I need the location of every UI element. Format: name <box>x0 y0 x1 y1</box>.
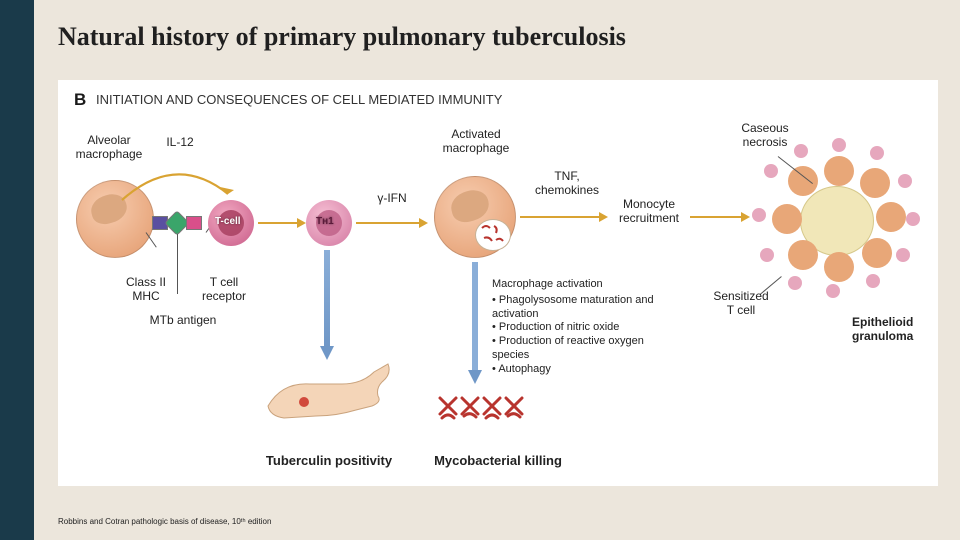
arrow-th1-actmac <box>356 222 420 224</box>
figure-panel-b: B INITIATION AND CONSEQUENCES OF CELL ME… <box>58 80 938 486</box>
label-epithelioid-granuloma: Epithelioid granuloma <box>852 316 938 344</box>
bullet-head: Macrophage activation <box>492 278 682 292</box>
side-accent-bar <box>0 0 34 540</box>
bullet-1: • Production of nitric oxide <box>492 321 682 335</box>
label-sensitized-tcell: Sensitized T cell <box>706 290 776 318</box>
arrow-th1-tuberculin <box>320 250 334 360</box>
arrow-actmac-monocyte <box>520 216 600 218</box>
mycobacterial-killing-icon <box>436 388 532 434</box>
label-activated-macrophage: Activated macrophage <box>430 128 522 156</box>
label-monocyte-recruitment: Monocyte recruitment <box>610 198 688 226</box>
macrophage-activation-list: Macrophage activation • Phagolysosome ma… <box>492 278 682 376</box>
label-gamma-ifn: γ-IFN <box>370 192 414 206</box>
arrow-actmac-killing <box>468 262 482 384</box>
bullet-0: • Phagolysosome maturation and activatio… <box>492 294 682 322</box>
th1-inner-label: Tʜ1 <box>316 216 334 227</box>
citation-text: Robbins and Cotran pathologic basis of d… <box>58 517 271 526</box>
panel-letter: B <box>74 90 86 110</box>
tuberculin-arm-icon <box>264 362 394 440</box>
label-tcell-receptor: T cell receptor <box>194 276 254 304</box>
arrow-monocyte-granuloma <box>690 216 742 218</box>
label-tnf-chemokines: TNF, chemokines <box>528 170 606 198</box>
bullet-2: • Production of reactive oxygen species <box>492 335 682 363</box>
label-alveolar-macrophage: Alveolar macrophage <box>64 134 154 162</box>
activated-macrophage <box>434 176 516 258</box>
arrow-tcell-th1 <box>258 222 298 224</box>
label-mtb-antigen: MTb antigen <box>142 314 224 328</box>
label-tuberculin-positivity: Tuberculin positivity <box>254 454 404 469</box>
t-cell-inner-label: T-cell <box>215 216 241 227</box>
panel-title: INITIATION AND CONSEQUENCES OF CELL MEDI… <box>96 92 502 107</box>
label-mycobacterial-killing: Mycobacterial killing <box>418 454 578 469</box>
slide-title: Natural history of primary pulmonary tub… <box>58 22 626 52</box>
label-caseous-necrosis: Caseous necrosis <box>730 122 800 150</box>
label-class2-mhc: Class II MHC <box>118 276 174 304</box>
ptr-mtb <box>177 234 178 294</box>
tcell-receptor-block <box>186 216 202 230</box>
label-il12: IL-12 <box>160 136 200 150</box>
epithelioid-granuloma <box>758 140 918 300</box>
bullet-3: • Autophagy <box>492 363 682 377</box>
